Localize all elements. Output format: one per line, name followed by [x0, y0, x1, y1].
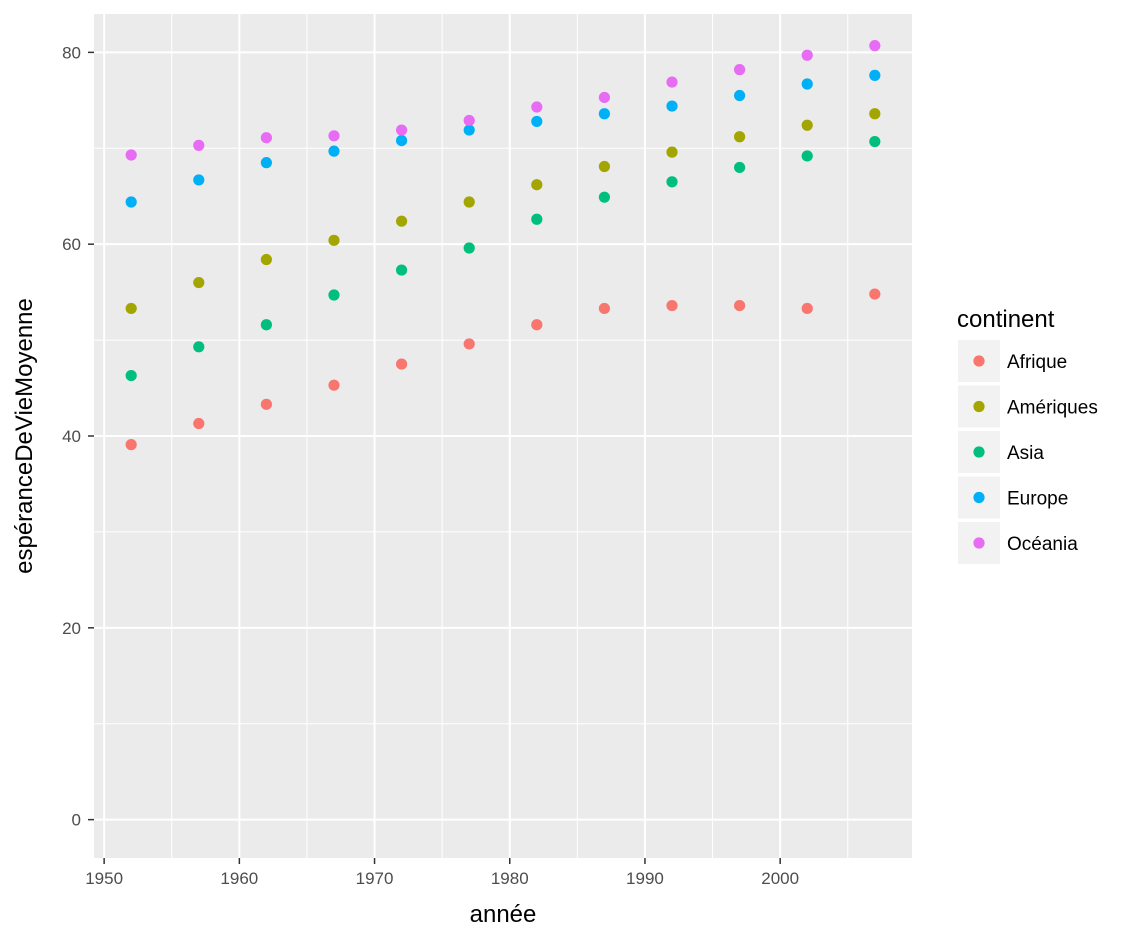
- y-tick-label: 0: [72, 811, 81, 830]
- data-point: [801, 78, 813, 90]
- y-tick-label: 80: [62, 43, 81, 62]
- legend-key-point: [973, 537, 985, 549]
- legend-key-point: [973, 400, 985, 413]
- data-point: [328, 289, 340, 301]
- data-point: [463, 124, 475, 136]
- data-point: [598, 191, 611, 203]
- legend-key-point: [973, 491, 985, 504]
- data-point: [869, 108, 881, 120]
- legend-label: Europe: [1007, 489, 1068, 510]
- x-tick-label: 1960: [220, 869, 258, 888]
- data-point: [598, 302, 611, 315]
- y-tick-label: 20: [62, 619, 81, 638]
- x-tick-label: 1950: [85, 869, 123, 888]
- data-point: [260, 319, 272, 331]
- data-point: [734, 299, 746, 312]
- data-point: [125, 149, 137, 161]
- data-point: [193, 417, 205, 430]
- y-tick-label: 60: [62, 235, 81, 254]
- data-point: [193, 174, 205, 186]
- data-point: [801, 49, 813, 61]
- data-point: [734, 161, 746, 174]
- data-point: [260, 253, 272, 266]
- legend-label: Amériques: [1007, 398, 1098, 419]
- x-tick-label: 2000: [761, 869, 799, 888]
- data-point: [193, 139, 205, 151]
- data-point: [869, 69, 881, 81]
- data-point: [395, 215, 408, 227]
- data-point: [125, 302, 137, 315]
- data-point: [666, 100, 678, 112]
- data-point: [328, 234, 340, 246]
- data-point: [531, 179, 543, 191]
- legend-key-point: [973, 446, 985, 458]
- legend-key-point: [973, 355, 985, 367]
- legend-title: continent: [957, 306, 1055, 333]
- data-point: [328, 130, 340, 142]
- data-point: [869, 288, 881, 300]
- data-point: [328, 145, 340, 157]
- data-point: [395, 358, 408, 370]
- x-axis-title: année: [470, 901, 537, 928]
- data-point: [734, 64, 746, 76]
- data-point: [395, 135, 408, 147]
- data-point: [328, 379, 340, 391]
- y-tick-label: 40: [62, 427, 81, 446]
- data-point: [125, 369, 137, 382]
- data-point: [734, 131, 746, 143]
- data-point: [666, 76, 678, 88]
- data-point: [260, 132, 272, 144]
- data-point: [531, 319, 543, 331]
- data-point: [801, 302, 813, 315]
- data-point: [395, 124, 408, 136]
- data-point: [463, 242, 475, 254]
- data-point: [193, 276, 205, 289]
- data-point: [734, 89, 746, 102]
- data-point: [598, 160, 611, 173]
- data-point: [260, 398, 272, 410]
- data-point: [193, 341, 205, 353]
- x-tick-label: 1990: [626, 869, 664, 888]
- data-points: [125, 40, 881, 451]
- data-point: [801, 150, 813, 162]
- data-point: [531, 115, 543, 128]
- data-point: [598, 108, 611, 120]
- data-point: [260, 157, 272, 169]
- data-point: [125, 439, 137, 451]
- grid-lines: [94, 14, 912, 858]
- x-axis: 1950 1960 1970 1980 1990 2000: [85, 858, 799, 888]
- data-point: [666, 299, 678, 312]
- data-point: [801, 119, 813, 131]
- x-tick-label: 1970: [356, 869, 394, 888]
- data-point: [869, 40, 881, 52]
- data-point: [598, 91, 611, 104]
- legend-label: Asia: [1007, 443, 1044, 464]
- y-axis-title: espéranceDeVieMoyenne: [11, 298, 38, 574]
- y-axis: 0 20 40 60 80: [62, 43, 94, 830]
- data-point: [125, 196, 137, 208]
- data-point: [666, 146, 678, 158]
- x-tick-label: 1980: [491, 869, 529, 888]
- data-point: [395, 264, 408, 276]
- data-point: [869, 135, 881, 148]
- legend-label: Afrique: [1007, 352, 1067, 373]
- data-point: [463, 196, 475, 208]
- data-point: [531, 101, 543, 113]
- legend-label: Océania: [1007, 534, 1078, 555]
- data-point: [666, 176, 678, 188]
- data-point: [463, 338, 475, 350]
- legend: continent Afrique Amériques Asia Europe Océa…: [957, 306, 1098, 564]
- data-point: [531, 213, 543, 225]
- data-point: [463, 114, 475, 127]
